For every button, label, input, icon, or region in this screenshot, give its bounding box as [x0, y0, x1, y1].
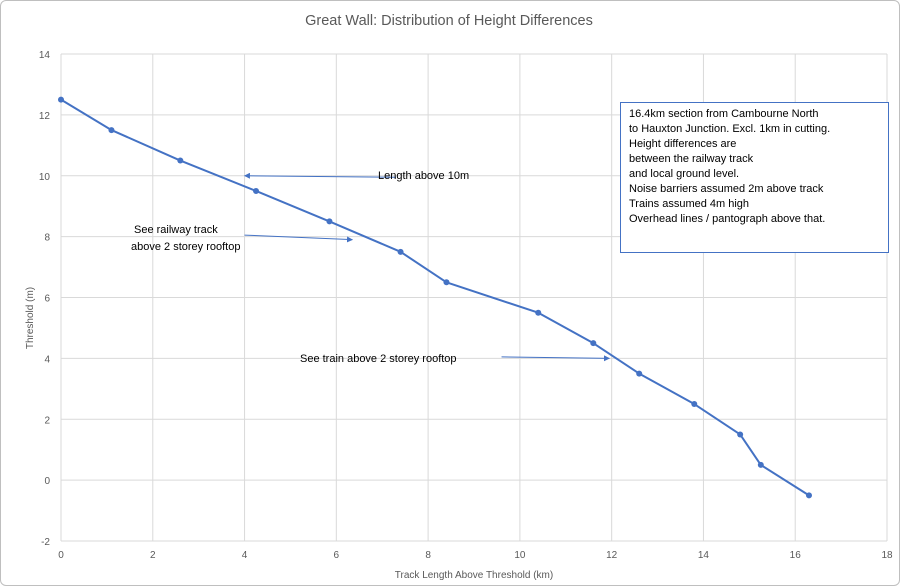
annotation-arrow — [244, 234, 353, 243]
data-series — [58, 96, 812, 499]
y-tick-label: 12 — [39, 111, 51, 122]
y-axis-title: Threshold (m) — [25, 287, 36, 349]
tick-labels: 0 2 4 6 8 10 12 14 16 18 -2 0 2 4 6 8 10 12 14 — [39, 50, 893, 561]
data-point — [253, 187, 260, 194]
annotation-label: Length above 10m — [378, 170, 469, 182]
info-text-line: Trains assumed 4m high — [629, 198, 750, 210]
series-line — [60, 98, 810, 497]
x-tick-label: 2 — [150, 550, 156, 561]
x-tick-label: 12 — [606, 550, 618, 561]
annotation-arrow — [243, 172, 396, 179]
info-text-line: to Hauxton Junction. Excl. 1km in cuttin… — [629, 123, 831, 135]
data-point — [737, 431, 744, 438]
data-point — [397, 248, 404, 255]
data-point — [590, 340, 597, 347]
y-tick-label: 2 — [44, 415, 50, 426]
annotation-label: See train above 2 storey rooftop — [300, 353, 457, 365]
y-tick-label: -2 — [41, 537, 50, 548]
info-text-line: 16.4km section from Cambourne North — [629, 108, 819, 120]
data-point — [443, 279, 450, 286]
x-axis-title: Track Length Above Threshold (km) — [395, 570, 553, 581]
data-point — [691, 401, 698, 408]
data-point — [757, 461, 764, 468]
y-tick-label: 8 — [44, 233, 50, 244]
y-tick-label: 14 — [39, 50, 51, 61]
data-point — [177, 157, 184, 164]
y-tick-label: 0 — [44, 476, 50, 487]
data-point — [326, 218, 333, 225]
annotations: Length above 10m See railway track above 2… — [131, 170, 610, 365]
info-text-box: 16.4km section from Cambourne North to Ha… — [620, 102, 889, 253]
info-text-line: Noise barriers assumed 2m above track — [629, 183, 824, 195]
annotation-label: above 2 storey rooftop — [131, 241, 240, 253]
annotation-arrow — [501, 355, 610, 362]
data-point — [805, 492, 812, 499]
info-text-line: Overhead lines / pantograph above that. — [629, 213, 826, 225]
data-point — [636, 370, 643, 377]
gridlines — [60, 53, 888, 542]
info-text-line: between the railway track — [629, 153, 754, 165]
x-tick-label: 10 — [514, 550, 526, 561]
x-tick-label: 0 — [58, 550, 64, 561]
x-tick-label: 18 — [881, 550, 893, 561]
x-tick-label: 8 — [425, 550, 431, 561]
info-text-line: Height differences are — [629, 138, 737, 150]
y-tick-label: 10 — [39, 172, 51, 183]
x-tick-label: 6 — [334, 550, 340, 561]
data-point — [535, 309, 542, 316]
data-point — [108, 127, 115, 134]
y-tick-label: 4 — [44, 354, 50, 365]
x-tick-label: 16 — [790, 550, 802, 561]
y-tick-label: 6 — [44, 294, 50, 305]
chart-title: Great Wall: Distribution of Height Diffe… — [305, 13, 593, 29]
x-tick-label: 4 — [242, 550, 248, 561]
data-point — [58, 96, 64, 103]
annotation-label: See railway track — [134, 224, 218, 236]
info-text-line: and local ground level. — [629, 168, 740, 180]
x-tick-label: 14 — [698, 550, 710, 561]
